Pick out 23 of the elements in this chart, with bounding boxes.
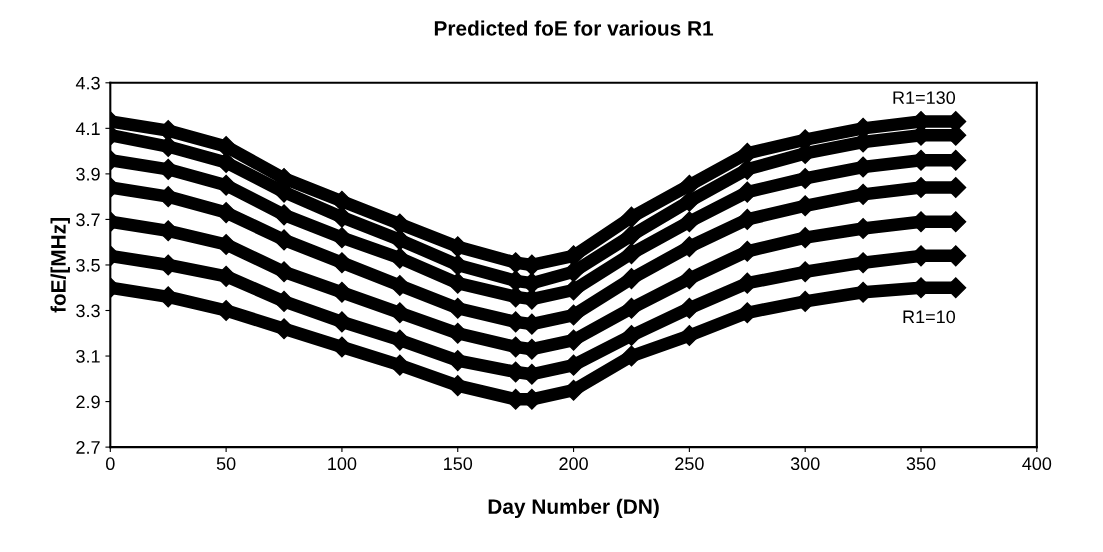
x-tick-label: 400 bbox=[1022, 457, 1052, 471]
x-tick-label: 100 bbox=[328, 457, 357, 471]
y-tick-label: 3.1 bbox=[76, 349, 100, 363]
series-label: R1=130 bbox=[893, 91, 956, 105]
x-tick-label: 50 bbox=[216, 457, 236, 471]
x-tick-label: 250 bbox=[675, 457, 704, 471]
x-axis-title: Day Number (DN) bbox=[488, 498, 659, 519]
chart-title: Predicted foE for various R1 bbox=[434, 20, 714, 36]
y-tick-label: 2.7 bbox=[76, 441, 100, 454]
x-tick-label: 300 bbox=[790, 457, 820, 471]
x-tick-label: 200 bbox=[559, 457, 588, 471]
x-tick-label: 0 bbox=[105, 457, 115, 471]
y-tick-label: 4.3 bbox=[75, 76, 100, 90]
y-tick-label: 3.3 bbox=[76, 304, 100, 318]
y-tick-label: 3.7 bbox=[76, 213, 100, 227]
y-tick-label: 4.1 bbox=[75, 122, 100, 135]
x-tick-label: 150 bbox=[444, 457, 473, 471]
y-tick-label: 3.5 bbox=[76, 258, 100, 272]
series-label: R1=10 bbox=[903, 310, 956, 324]
y-axis-title: foE/[MHz] bbox=[50, 218, 70, 313]
x-tick-label: 350 bbox=[906, 457, 936, 471]
y-tick-label: 3.9 bbox=[76, 167, 100, 181]
y-tick-label: 2.9 bbox=[76, 395, 100, 409]
